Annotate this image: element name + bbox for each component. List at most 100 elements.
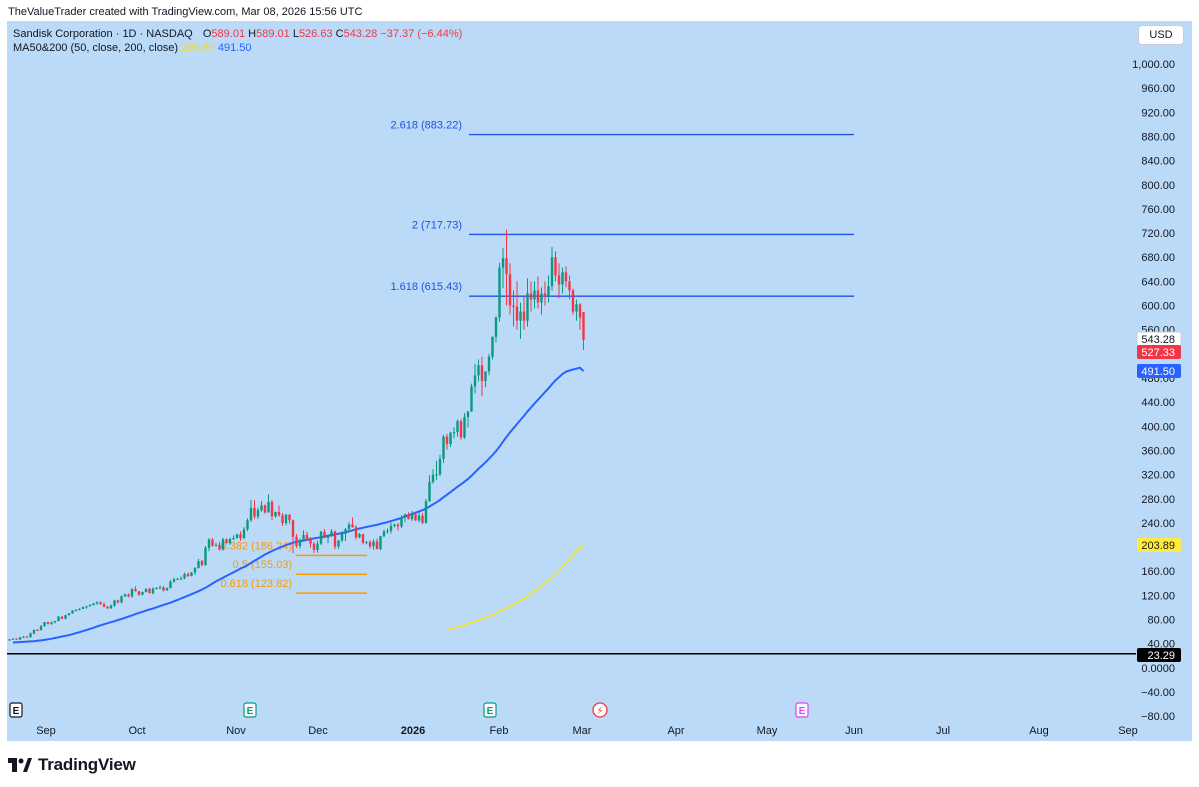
legend-ma-label[interactable]: MA50&200 (50, close, 200, close)	[13, 42, 179, 54]
y-axis-tick-label: 280.00	[1141, 494, 1175, 506]
candle	[386, 528, 389, 534]
candle	[400, 515, 403, 529]
candle	[372, 539, 375, 550]
fib-extension: 2.618 (883.22) 2 (717.73) 1.618 (615.43)	[390, 120, 854, 297]
candle	[155, 587, 158, 590]
candle-body	[505, 258, 508, 275]
candle-body	[512, 305, 515, 307]
candle	[459, 418, 463, 440]
earnings-icon[interactable]: E	[795, 702, 809, 718]
candle-body	[550, 257, 554, 287]
price-label-ma_blue-bg	[1137, 364, 1181, 378]
candle-body	[529, 293, 533, 300]
candle-body	[46, 622, 50, 624]
candle-body	[232, 537, 235, 539]
candle	[270, 500, 274, 520]
candle-body	[575, 304, 578, 312]
x-axis: Sep Oct Nov Dec 2026 Feb Mar Apr May Jun Jul Aug Sep	[36, 725, 1138, 737]
candle-body	[494, 317, 498, 337]
fib-extension-label: 2.618 (883.22)	[390, 120, 462, 132]
candle-body	[193, 568, 197, 573]
y-axis-tick-label: 920.00	[1141, 107, 1175, 119]
candle	[428, 475, 431, 502]
candle-body	[302, 534, 305, 540]
marker-shape	[9, 702, 23, 718]
candle	[193, 567, 197, 575]
candle	[235, 533, 239, 539]
legend-change-value: −37.37 (−6.44%)	[380, 28, 463, 40]
candle	[151, 587, 155, 595]
candle	[8, 638, 11, 641]
candle	[550, 246, 554, 291]
tradingview-logo[interactable]: TradingView	[8, 754, 136, 776]
candle	[540, 287, 543, 315]
candle-body	[211, 539, 214, 546]
price-label-line-bg	[1137, 648, 1181, 662]
candle-body	[256, 510, 260, 517]
candle	[575, 299, 578, 321]
candle-body	[491, 336, 494, 357]
candle	[519, 302, 522, 339]
candle	[564, 266, 568, 288]
y-axis-tick-label: −80.00	[1141, 711, 1175, 723]
candle-body	[533, 290, 536, 300]
candle-body	[204, 547, 207, 566]
candle-body	[130, 589, 134, 597]
price-label-down: 527.33	[1141, 347, 1175, 359]
candle-body	[71, 610, 74, 614]
candle-body	[365, 542, 368, 544]
chart-area[interactable]	[7, 21, 1192, 741]
candle	[88, 604, 92, 607]
candle	[15, 638, 18, 641]
candle	[102, 602, 106, 608]
candle	[344, 527, 347, 542]
earnings-icon[interactable]: E	[483, 702, 497, 718]
candle	[340, 531, 344, 543]
candle-body	[344, 529, 347, 534]
candle-body	[67, 613, 71, 616]
candle-body	[88, 605, 92, 607]
x-axis-tick-label: Feb	[490, 725, 509, 737]
candle-body	[347, 524, 351, 530]
legend-symbol[interactable]: Sandisk Corporation · 1D · NASDAQ	[13, 28, 193, 40]
candle-body	[501, 258, 505, 268]
candle	[582, 312, 585, 350]
candle	[337, 540, 340, 549]
candle-body	[218, 544, 221, 550]
candle	[39, 624, 43, 631]
candle-body	[36, 629, 39, 631]
candle-body	[400, 517, 403, 527]
y-axis-tick-label: 1,000.00	[1132, 59, 1175, 71]
lightning-icon[interactable]: ⚡	[592, 702, 608, 718]
candle-body	[228, 538, 232, 544]
candle	[106, 605, 109, 609]
earnings-icon[interactable]: E	[9, 702, 23, 718]
candle-body	[316, 543, 319, 550]
candle	[260, 501, 263, 512]
candle-body	[379, 536, 382, 550]
candle-body	[554, 257, 557, 276]
candle-body	[291, 520, 295, 537]
candle-body	[32, 629, 36, 634]
candle	[568, 275, 571, 300]
currency-button[interactable]: USD	[1138, 25, 1184, 45]
candle-body	[323, 531, 326, 539]
candle-body	[396, 524, 400, 527]
candle	[435, 460, 438, 481]
candle-body	[109, 605, 113, 609]
legend-open-label: O	[202, 28, 212, 40]
candle-body	[53, 620, 57, 623]
x-axis-tick-label: Mar	[573, 725, 592, 737]
legend-close-label: C	[335, 28, 344, 40]
candle	[225, 538, 228, 544]
candle-body	[463, 417, 466, 438]
fib-extension-label: 2 (717.73)	[412, 219, 462, 231]
earnings-icon[interactable]: E	[243, 702, 257, 718]
candle	[421, 512, 424, 525]
candle-body	[480, 365, 484, 382]
y-axis-tick-label: 400.00	[1141, 421, 1175, 433]
candle	[183, 572, 186, 580]
candle	[323, 528, 326, 539]
candle-body	[169, 581, 172, 589]
